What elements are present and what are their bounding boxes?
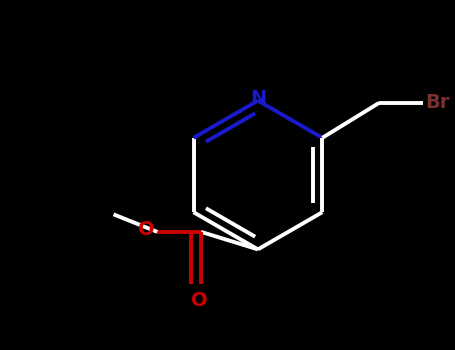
- Text: O: O: [138, 220, 155, 239]
- Text: Br: Br: [425, 93, 450, 112]
- Text: O: O: [191, 291, 207, 310]
- Text: N: N: [250, 89, 266, 108]
